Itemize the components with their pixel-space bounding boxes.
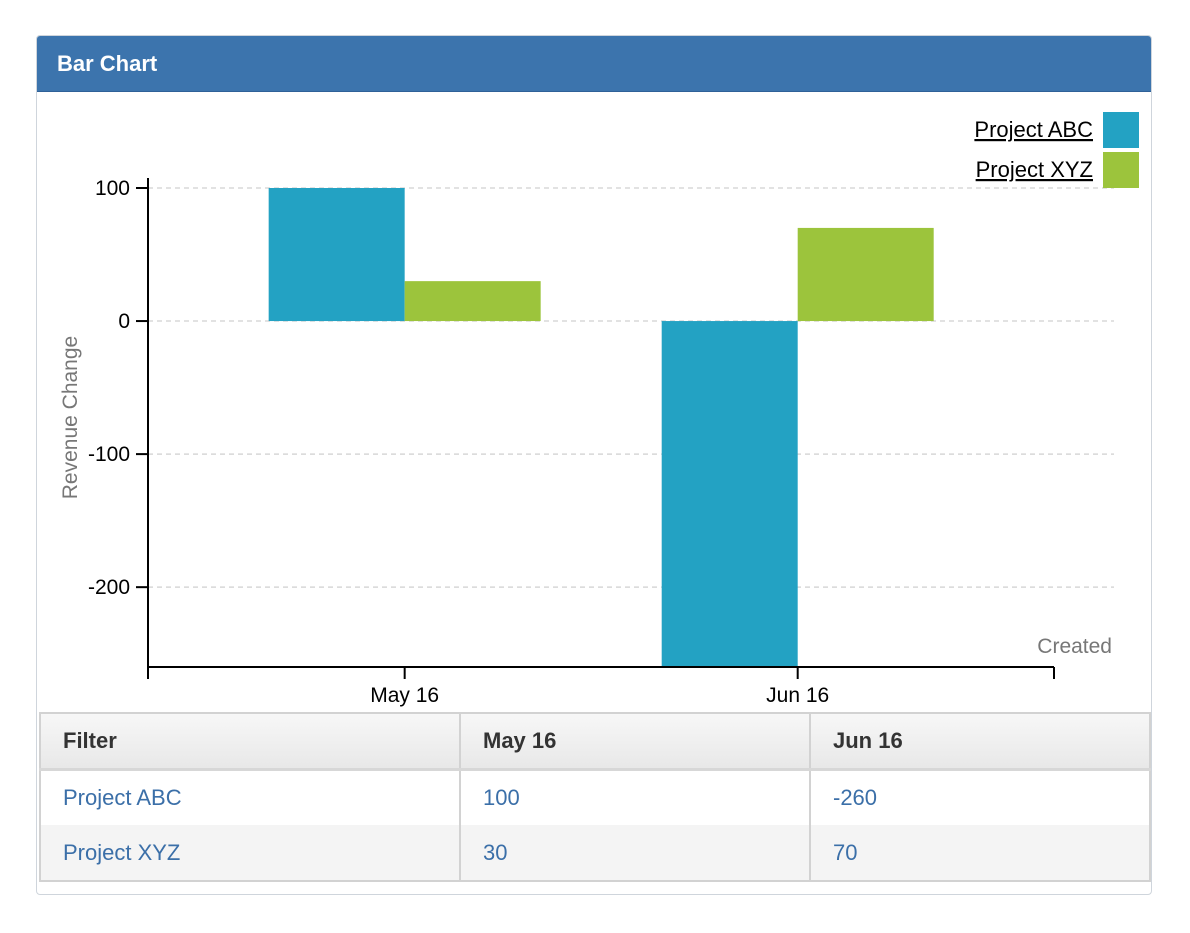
column-header-filter: Filter [40, 713, 461, 771]
y-tick-label: -200 [88, 576, 130, 599]
axes: 100 0 -100 -200 May 16 Jun 16 [88, 177, 1055, 707]
table-header-row: Filter May 16 Jun 16 [40, 713, 1150, 771]
data-table: Filter May 16 Jun 16 Project ABC 100 -26… [39, 712, 1151, 882]
table-row: Project ABC 100 -260 [40, 769, 1150, 825]
y-tick-label: 0 [118, 310, 130, 333]
y-tick-label: -100 [88, 443, 130, 466]
panel-header: Bar Chart [37, 36, 1151, 92]
y-tick-label: 100 [95, 177, 130, 200]
table-row: Project XYZ 30 70 [40, 825, 1150, 881]
y-axis-title: Revenue Change [59, 336, 82, 499]
legend: Project ABC Project XYZ [974, 112, 1139, 188]
bars [268, 188, 934, 667]
legend-label-project-abc[interactable]: Project ABC [974, 117, 1093, 142]
grid-lines [148, 187, 1114, 588]
chart-area: 100 0 -100 -200 May 16 Jun 16 Project ABC Proj… [37, 92, 1151, 712]
x-tick-label: May 16 [370, 684, 439, 707]
panel-title: Bar Chart [57, 50, 158, 76]
bar-project-xyz-may-16[interactable] [404, 281, 541, 322]
column-header-jun: Jun 16 [810, 713, 1150, 771]
value-link[interactable]: 30 [460, 825, 811, 881]
filter-link-project-abc[interactable]: Project ABC [40, 769, 461, 825]
legend-swatch [1103, 152, 1139, 188]
value-link[interactable]: 70 [810, 825, 1150, 881]
bar-project-abc-may-16[interactable] [268, 188, 405, 322]
bar-project-abc-jun-16[interactable] [661, 321, 798, 667]
legend-label-project-xyz[interactable]: Project XYZ [976, 157, 1093, 182]
column-header-may: May 16 [460, 713, 811, 771]
filter-link-project-xyz[interactable]: Project XYZ [40, 825, 461, 881]
legend-swatch [1103, 112, 1139, 148]
x-tick-label: Jun 16 [766, 684, 829, 707]
bar-chart-panel: Bar Chart 100 0 -100 -200 May 16 Jun 16 Proje… [36, 35, 1152, 895]
value-link[interactable]: -260 [833, 784, 878, 810]
value-link[interactable]: 100 [460, 769, 811, 825]
bar-project-xyz-jun-16[interactable] [797, 227, 934, 322]
x-axis-title: Created [1037, 635, 1112, 658]
